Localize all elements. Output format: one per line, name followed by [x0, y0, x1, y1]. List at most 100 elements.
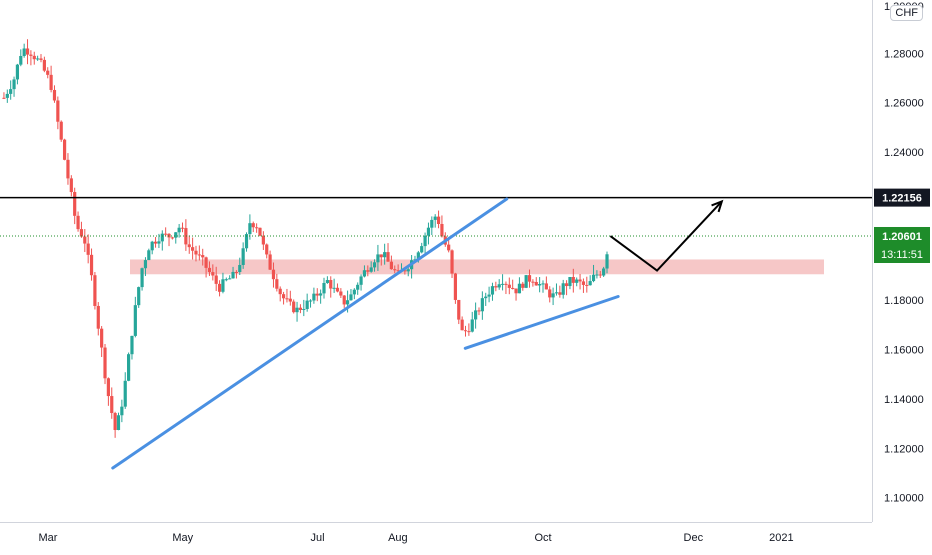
- candle-down: [258, 227, 262, 236]
- candle-up: [244, 234, 249, 249]
- candle-down: [73, 192, 77, 216]
- candle-up: [312, 293, 316, 301]
- time-axis: Mar May Jul Aug Oct Dec 2021: [39, 532, 794, 544]
- candle-up: [490, 286, 495, 295]
- y-tick-label: 1.28000: [884, 48, 924, 60]
- candle-up: [420, 246, 424, 253]
- candle-up: [372, 262, 377, 268]
- candle-down: [255, 227, 259, 229]
- candle-down: [96, 305, 100, 329]
- candle-down: [292, 301, 296, 313]
- candle-up: [238, 264, 242, 273]
- x-tick-label: May: [172, 532, 193, 544]
- y-tick-label: 1.10000: [884, 493, 924, 505]
- candle-up: [221, 279, 225, 292]
- candle-down: [184, 228, 188, 245]
- candle-down: [106, 378, 110, 397]
- currency-badge[interactable]: CHF: [890, 5, 923, 21]
- candle-up: [36, 58, 40, 60]
- candle-up: [470, 319, 474, 332]
- candle-down: [201, 255, 205, 258]
- candle-up: [605, 254, 609, 269]
- candle-down: [207, 267, 212, 273]
- candle-down: [170, 237, 174, 239]
- candle-up: [126, 354, 131, 381]
- candle-up: [561, 283, 565, 295]
- resistance-zone: [130, 259, 824, 275]
- candle-down: [167, 233, 171, 238]
- candle-up: [231, 271, 235, 279]
- candle-down: [278, 288, 282, 295]
- candle-up: [538, 284, 542, 286]
- candle-up: [120, 406, 124, 416]
- candle-down: [514, 288, 518, 294]
- candle-down: [32, 55, 36, 60]
- candle-down: [578, 279, 582, 282]
- candle-down: [62, 139, 67, 160]
- candle-down: [447, 244, 451, 251]
- zone-rect: [130, 259, 824, 275]
- candle-down: [79, 229, 84, 237]
- candle-down: [511, 287, 515, 289]
- candle-up: [15, 64, 20, 80]
- candle-down: [548, 289, 552, 298]
- candle-up: [345, 300, 350, 305]
- candle-down: [49, 74, 53, 90]
- candle-up: [241, 248, 245, 265]
- candle-down: [379, 254, 383, 258]
- candle-up: [305, 300, 309, 309]
- candle-up: [147, 250, 151, 261]
- candle-down: [463, 330, 468, 332]
- candle-up: [12, 79, 16, 90]
- candle-up: [588, 281, 592, 286]
- candle-up: [123, 380, 127, 407]
- candle-down: [315, 293, 319, 296]
- candle-up: [130, 335, 134, 355]
- candle-down: [46, 70, 50, 75]
- candle-down: [271, 269, 276, 280]
- candle-down: [251, 223, 255, 228]
- candle-down: [571, 276, 575, 283]
- candle-down: [393, 269, 397, 271]
- candle-down: [268, 254, 272, 270]
- candle-up: [416, 252, 420, 260]
- candle-down: [191, 247, 195, 251]
- projection-arrowhead: [711, 199, 724, 213]
- candle-up: [177, 227, 181, 233]
- candle-up: [541, 283, 545, 285]
- candle-down: [261, 235, 265, 245]
- candle-up: [133, 305, 137, 336]
- candle-down: [89, 254, 94, 276]
- candle-down: [457, 299, 461, 320]
- candle-down: [366, 270, 370, 272]
- candle-up: [362, 270, 367, 277]
- candles: [2, 39, 609, 438]
- candle-up: [302, 308, 306, 310]
- candle-down: [211, 272, 215, 276]
- candle-down: [544, 283, 548, 290]
- x-tick-label: Oct: [534, 532, 551, 544]
- candle-up: [426, 227, 431, 236]
- candle-up: [248, 223, 252, 235]
- candle-down: [558, 292, 562, 295]
- currency-label: CHF: [895, 7, 918, 19]
- x-tick-label: Jul: [310, 532, 324, 544]
- candle-down: [29, 54, 33, 56]
- candle-down: [494, 286, 498, 288]
- candle-up: [356, 284, 360, 290]
- candle-down: [335, 287, 340, 292]
- countdown-label: 13:11:51: [881, 249, 923, 261]
- candle-down: [110, 396, 114, 414]
- candle-down: [564, 283, 569, 287]
- candle-down: [234, 271, 239, 273]
- candle-down: [298, 307, 303, 310]
- candle-up: [5, 93, 9, 98]
- candle-up: [406, 269, 410, 272]
- candle-down: [598, 274, 602, 276]
- x-tick-label: Dec: [684, 532, 704, 544]
- candle-up: [500, 283, 505, 285]
- candle-up: [9, 89, 13, 94]
- candle-down: [194, 250, 198, 255]
